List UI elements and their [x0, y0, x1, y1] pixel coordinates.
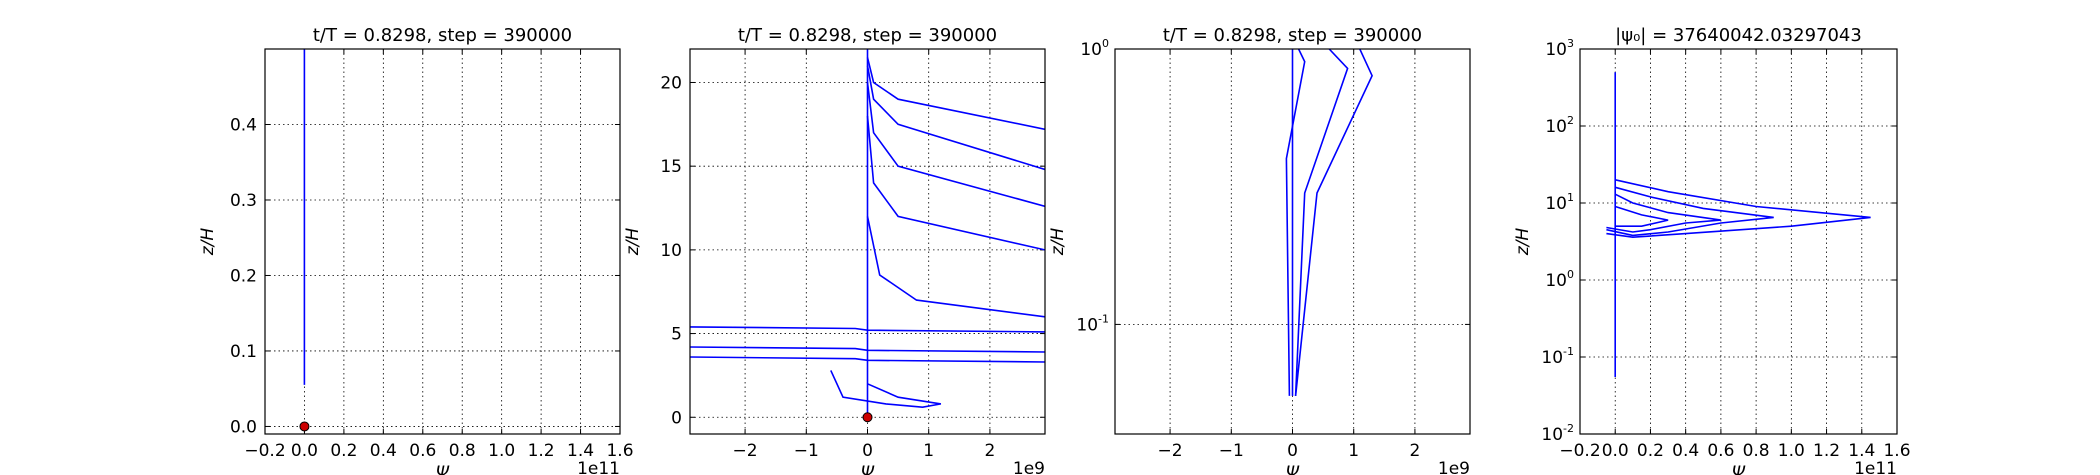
x-tick-label: −0.2 — [1559, 441, 1600, 461]
x-tick-label: −1 — [1219, 441, 1244, 461]
series-line — [866, 65, 1045, 171]
plot-frame — [1579, 48, 1898, 435]
y-tick-label: 0.0 — [230, 417, 257, 437]
y-tick-label: 101 — [1545, 191, 1574, 214]
chart-1: −0.2 0.0 0.2 0.4 0.6 0.8 1.0 1.2 1.4 1.6 0.0 0.1 0.2… — [198, 25, 634, 475]
series-line — [866, 115, 1045, 251]
y-tick-label: 10 — [660, 241, 682, 261]
x-tick-label: 0.2 — [330, 441, 357, 461]
y-tick-label: 10-1 — [1076, 312, 1109, 335]
y-axis-label: z/H — [1513, 228, 1533, 257]
x-tick-label: 0.4 — [1672, 441, 1699, 461]
series-line — [1606, 179, 1871, 239]
x-tick-label: 0.8 — [449, 441, 476, 461]
y-axis-label: z/H — [198, 228, 218, 257]
plot-frame — [1114, 48, 1471, 435]
x-tick-label: 0.6 — [1707, 441, 1734, 461]
series-line — [1606, 193, 1722, 233]
marker-point — [862, 412, 873, 423]
y-tick-label: 20 — [660, 73, 682, 93]
y-tick-label: 5 — [671, 325, 682, 345]
x-tick-label: 0.4 — [370, 441, 397, 461]
x-tick-label: 1 — [1348, 441, 1359, 461]
x-tick-label: −1 — [794, 441, 819, 461]
x-axis-label: Ψ — [1732, 463, 1746, 475]
x-offset-label: 1e11 — [1854, 459, 1897, 475]
chart-4: −0.2 0.0 0.2 0.4 0.6 0.8 1.0 1.2 1.4 1.6 10-2 10-1 1… — [1513, 25, 1911, 475]
x-offset-label: 1e9 — [1013, 459, 1045, 475]
x-tick-label: −0.2 — [244, 441, 285, 461]
x-tick-label: 1.6 — [1883, 441, 1910, 461]
chart-title: t/T = 0.8298, step = 390000 — [1163, 25, 1422, 46]
y-tick-label: 0.4 — [230, 115, 257, 135]
chart-3: −2 −1 0 1 2 10-1 100 t/T = 0.8298, step = 39000… — [1048, 25, 1471, 475]
x-tick-label: 0.2 — [1637, 441, 1664, 461]
series-line — [1606, 186, 1774, 237]
chart-title: t/T = 0.8298, step = 390000 — [313, 25, 572, 46]
series-line — [866, 82, 1045, 208]
series-group — [690, 49, 1045, 418]
y-tick-label: 0.3 — [230, 191, 257, 211]
marker-point — [299, 421, 310, 432]
x-tick-label: 1.0 — [488, 441, 515, 461]
x-tick-label: −2 — [1158, 441, 1183, 461]
x-axis-label: Ψ — [436, 463, 450, 475]
series-group — [1285, 49, 1373, 396]
y-tick-label: 10-2 — [1541, 422, 1574, 445]
y-axis-label: z/H — [623, 228, 643, 257]
x-tick-label: 0.8 — [1743, 441, 1770, 461]
series-line — [690, 356, 1045, 363]
x-tick-label: 0.0 — [291, 441, 318, 461]
x-tick-label: −2 — [733, 441, 758, 461]
x-tick-label: 1.0 — [1778, 441, 1805, 461]
y-tick-label: 0.1 — [230, 342, 257, 362]
x-tick-label: 0.0 — [1602, 441, 1629, 461]
x-tick-label: 1.4 — [567, 441, 594, 461]
series-line — [1285, 49, 1306, 396]
y-tick-label: 100 — [1545, 268, 1574, 291]
x-tick-label: 0 — [862, 441, 873, 461]
y-tick-label: 100 — [1080, 37, 1109, 60]
series-line — [1614, 205, 1669, 227]
series-line — [866, 216, 1045, 318]
x-tick-label: 1.4 — [1848, 441, 1875, 461]
x-axis-label: Ψ — [1286, 463, 1300, 475]
x-offset-label: 1e11 — [577, 459, 620, 475]
y-tick-label: 102 — [1545, 114, 1574, 137]
y-tick-label: 103 — [1545, 37, 1574, 60]
plot-frame — [689, 48, 1046, 435]
series-line — [690, 346, 1045, 353]
x-tick-label: 1 — [923, 441, 934, 461]
x-tick-label: 1.2 — [528, 441, 555, 461]
x-offset-label: 1e9 — [1438, 459, 1470, 475]
series-line — [866, 57, 1045, 131]
series-line — [1294, 49, 1373, 396]
series-line — [690, 326, 1045, 333]
x-axis-label: Ψ — [861, 463, 875, 475]
chart-title: t/T = 0.8298, step = 390000 — [738, 25, 997, 46]
series-group — [1606, 72, 1871, 377]
x-tick-label: 1.6 — [606, 441, 633, 461]
x-tick-label: 1.2 — [1813, 441, 1840, 461]
y-tick-label: 0 — [671, 408, 682, 428]
x-tick-label: 2 — [984, 441, 995, 461]
y-tick-label: 15 — [660, 157, 682, 177]
y-tick-label: 10-1 — [1541, 345, 1574, 368]
y-axis-label: z/H — [1048, 228, 1068, 257]
chart-title: |ψ₀| = 37640042.03297043 — [1615, 25, 1862, 46]
x-tick-label: 2 — [1409, 441, 1420, 461]
series-line — [830, 370, 942, 409]
x-tick-label: 0.6 — [409, 441, 436, 461]
x-tick-label: 0 — [1287, 441, 1298, 461]
plot-frame — [264, 48, 621, 435]
series-line — [1294, 49, 1349, 396]
y-tick-label: 0.2 — [230, 266, 257, 286]
